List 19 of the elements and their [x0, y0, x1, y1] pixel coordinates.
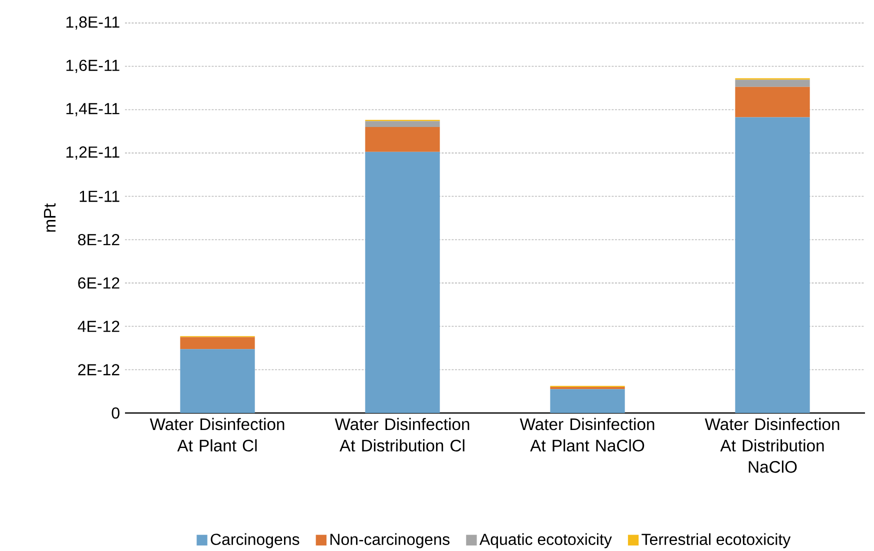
legend-label: Aquatic ecotoxicity [479, 533, 612, 548]
legend-label: Carcinogens [210, 533, 300, 548]
y-tick-label: 1,4E-11 [66, 103, 120, 116]
y-tick-label: 1,6E-11 [66, 60, 120, 73]
y-tick-label: 4E-12 [78, 320, 120, 332]
y-tick-label: 2E-12 [78, 364, 120, 376]
y-tick-label: 1,8E-11 [66, 16, 120, 30]
x-tick-label: Water Disinfection At Distribution NaClO [704, 418, 840, 473]
y-tick-label: 8E-12 [78, 234, 120, 246]
y-tick-label: 1E-11 [80, 190, 120, 202]
y-tick-label: 6E-12 [78, 277, 120, 289]
legend-label: Non-carcinogens [330, 533, 450, 548]
x-tick-label: Water Disinfection At Plant Cl [150, 418, 284, 452]
x-tick-label: Water Disinfection At Plant NaClO [520, 418, 654, 452]
y-axis-title: mPt [44, 203, 56, 232]
legend-label: Terrestrial ecotoxicity [642, 533, 791, 548]
y-tick-label: 0 [112, 407, 120, 419]
y-tick-label: 1,2E-11 [66, 146, 120, 160]
x-tick-label: Water Disinfection At Distribution Cl [334, 418, 470, 452]
